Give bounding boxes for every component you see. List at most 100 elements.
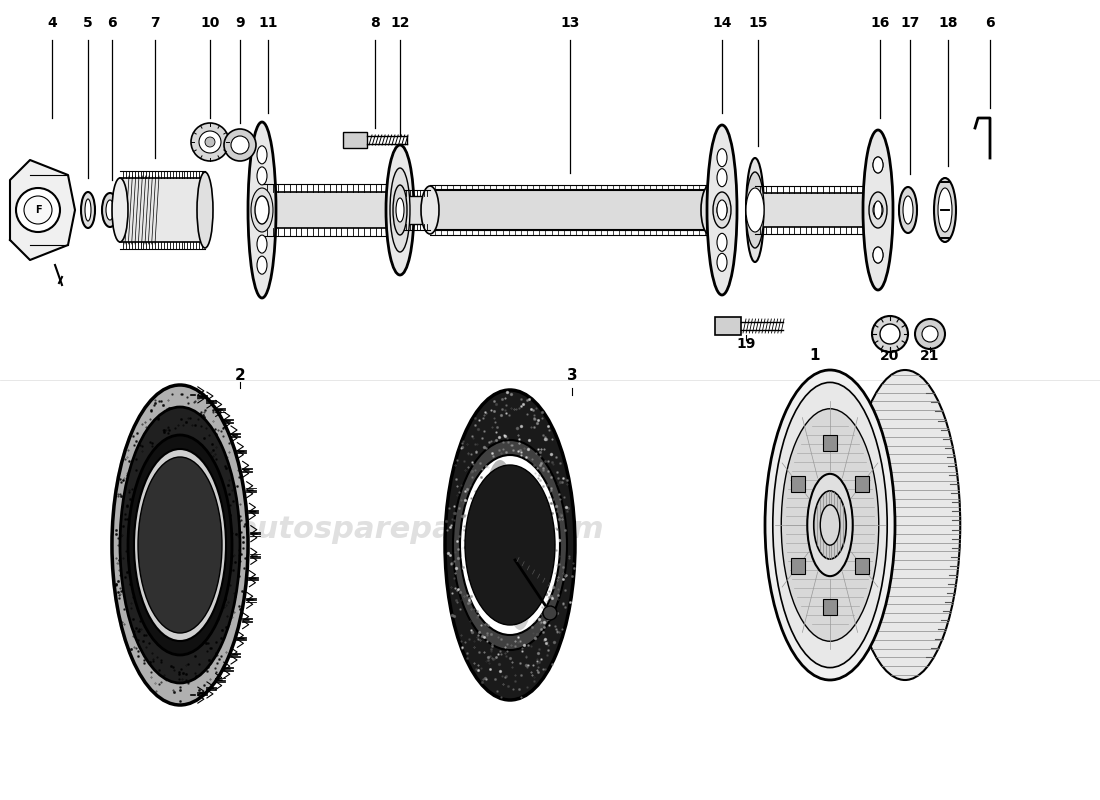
Text: autosparepartes.com: autosparepartes.com (236, 515, 604, 545)
Ellipse shape (717, 149, 727, 166)
Text: 10: 10 (200, 16, 220, 30)
Ellipse shape (110, 385, 250, 705)
Circle shape (880, 324, 900, 344)
Bar (855, 558, 869, 574)
Ellipse shape (869, 192, 887, 228)
Circle shape (205, 137, 214, 147)
Ellipse shape (120, 407, 240, 683)
Ellipse shape (106, 200, 114, 220)
Text: 14: 14 (713, 16, 732, 30)
Text: 21: 21 (921, 349, 939, 363)
Text: 19: 19 (736, 337, 756, 351)
Ellipse shape (873, 247, 883, 263)
Circle shape (872, 316, 908, 352)
Ellipse shape (112, 178, 128, 242)
Ellipse shape (421, 186, 439, 234)
Ellipse shape (849, 370, 960, 680)
Ellipse shape (460, 455, 560, 635)
Ellipse shape (134, 449, 225, 641)
Ellipse shape (938, 188, 952, 232)
Ellipse shape (717, 201, 727, 219)
Text: 9: 9 (235, 16, 245, 30)
Ellipse shape (764, 370, 895, 680)
Bar (715, 317, 741, 335)
Text: 18: 18 (938, 16, 958, 30)
Ellipse shape (746, 188, 764, 232)
Ellipse shape (453, 440, 566, 650)
Ellipse shape (257, 167, 267, 185)
Ellipse shape (102, 193, 118, 227)
Ellipse shape (713, 192, 732, 228)
Bar (343, 132, 367, 148)
Ellipse shape (873, 247, 883, 263)
Ellipse shape (255, 196, 270, 224)
Ellipse shape (485, 460, 515, 550)
Text: 7: 7 (151, 16, 160, 30)
Ellipse shape (899, 187, 917, 233)
Ellipse shape (701, 185, 719, 235)
Text: 6: 6 (986, 16, 994, 30)
Circle shape (191, 123, 229, 161)
Bar (791, 476, 805, 492)
Circle shape (231, 136, 249, 154)
Ellipse shape (386, 145, 414, 275)
Text: 17: 17 (900, 16, 920, 30)
Circle shape (199, 131, 221, 153)
Text: 1: 1 (810, 348, 821, 363)
Ellipse shape (81, 192, 95, 228)
Text: 16: 16 (870, 16, 890, 30)
Text: 12: 12 (390, 16, 409, 30)
Ellipse shape (446, 390, 575, 700)
Ellipse shape (128, 435, 232, 655)
Text: 2: 2 (234, 368, 245, 383)
Ellipse shape (251, 188, 273, 232)
Ellipse shape (248, 122, 276, 298)
Ellipse shape (396, 198, 404, 222)
Text: 20: 20 (880, 349, 900, 363)
Ellipse shape (864, 130, 893, 290)
Circle shape (543, 606, 557, 620)
Ellipse shape (903, 196, 913, 224)
Ellipse shape (814, 491, 846, 559)
Bar (823, 435, 837, 451)
Polygon shape (10, 160, 75, 260)
Bar (120, 178, 205, 242)
Bar (823, 599, 837, 615)
Circle shape (922, 326, 938, 342)
Bar (855, 476, 869, 492)
Ellipse shape (934, 178, 956, 242)
Circle shape (24, 196, 52, 224)
Ellipse shape (393, 185, 407, 235)
Ellipse shape (390, 168, 410, 252)
Ellipse shape (85, 199, 91, 221)
Text: 4: 4 (47, 16, 57, 30)
Text: 15: 15 (748, 16, 768, 30)
Polygon shape (430, 190, 710, 230)
Ellipse shape (873, 157, 883, 173)
Ellipse shape (717, 169, 727, 186)
Ellipse shape (257, 235, 267, 253)
Ellipse shape (257, 201, 267, 219)
Ellipse shape (717, 200, 727, 220)
Ellipse shape (138, 457, 222, 633)
Ellipse shape (874, 201, 882, 219)
Ellipse shape (465, 465, 556, 625)
Text: 6: 6 (107, 16, 117, 30)
Text: F: F (35, 205, 42, 215)
Text: 11: 11 (258, 16, 277, 30)
Bar (791, 558, 805, 574)
Ellipse shape (508, 560, 532, 630)
Text: 3: 3 (566, 368, 578, 383)
Ellipse shape (781, 409, 879, 642)
Ellipse shape (807, 474, 852, 576)
Ellipse shape (707, 125, 737, 295)
Ellipse shape (257, 146, 267, 164)
Text: 5: 5 (84, 16, 92, 30)
Bar (400, 196, 430, 224)
Ellipse shape (197, 172, 213, 248)
Text: 13: 13 (560, 16, 580, 30)
Ellipse shape (112, 385, 248, 705)
Ellipse shape (873, 157, 883, 173)
Text: 8: 8 (370, 16, 379, 30)
Circle shape (16, 188, 60, 232)
